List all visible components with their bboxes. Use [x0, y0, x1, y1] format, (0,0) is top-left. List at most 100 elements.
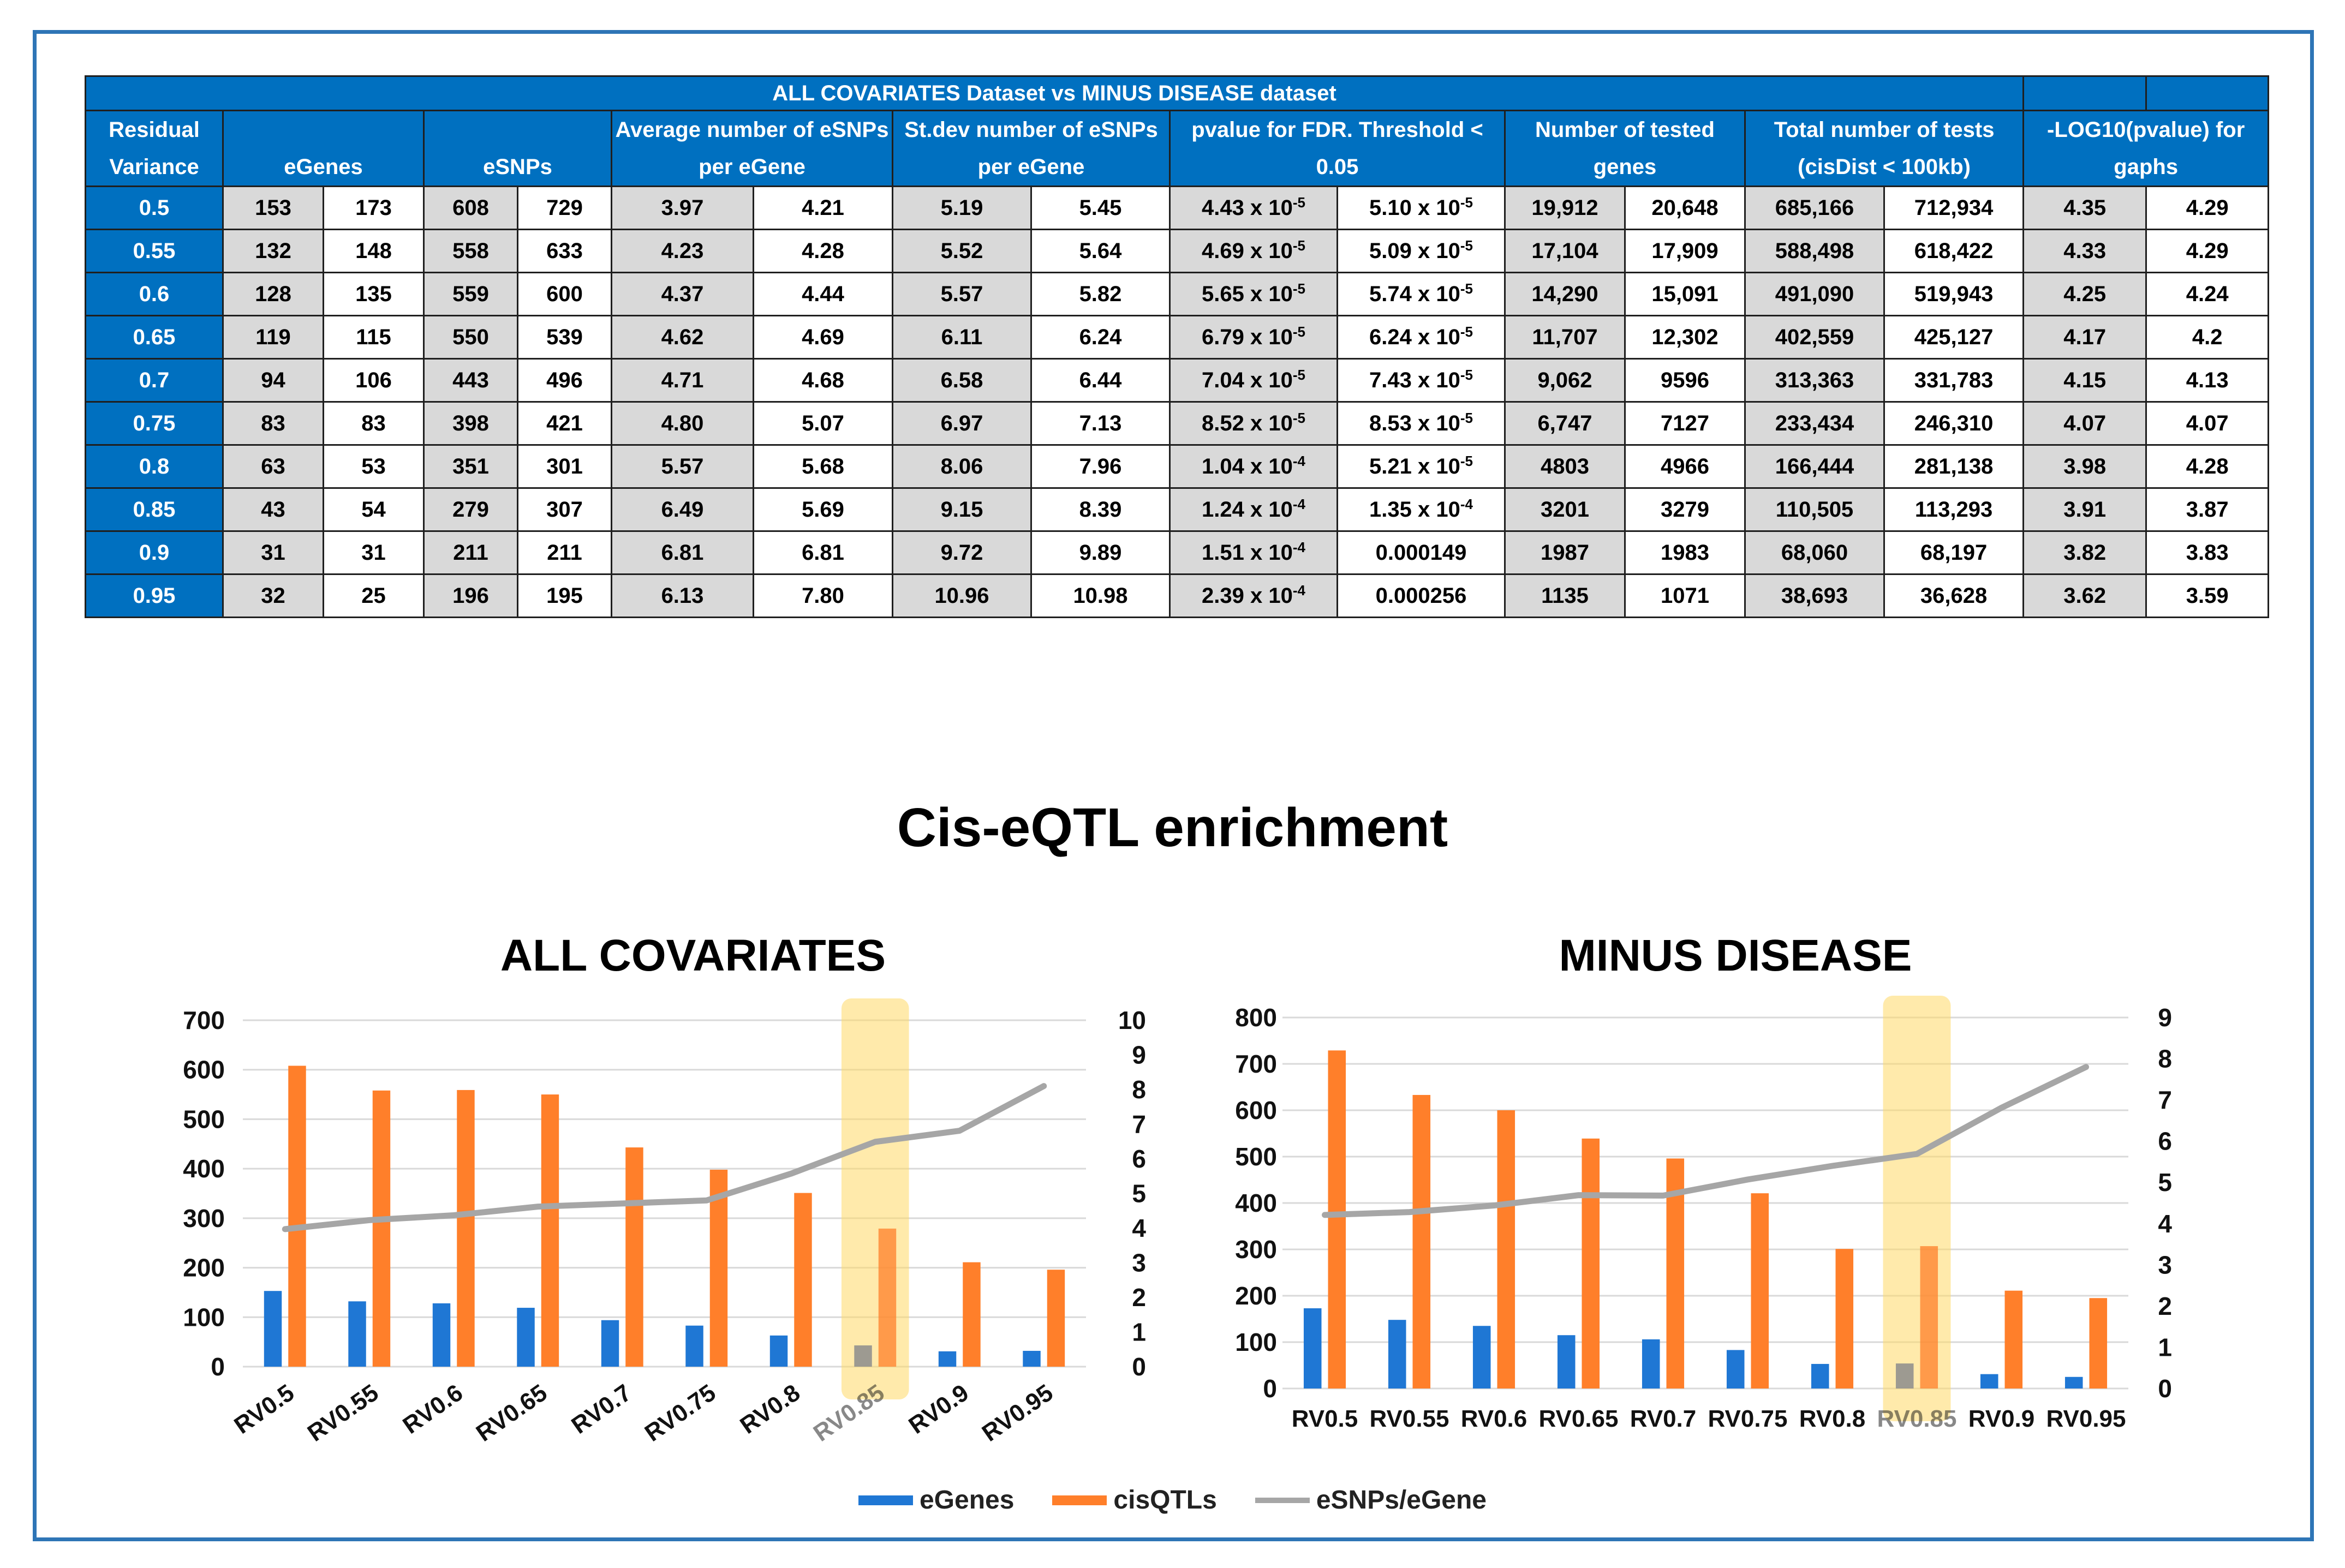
total-tests-all-cell: 110,505: [1744, 487, 1885, 532]
stdev-esnps-minus-cell: 7.96: [1030, 444, 1171, 489]
main-title: Cis-eQTL enrichment: [897, 797, 1448, 858]
total-tests-minus-cell: 113,293: [1883, 487, 2025, 532]
y2-tick-label: 4: [2158, 1210, 2172, 1238]
y2-tick-label: 8: [2158, 1045, 2172, 1073]
legend-label-esnps-per-egene: eSNPs/eGene: [1316, 1486, 1487, 1515]
y2-tick-label: 9: [2158, 1003, 2172, 1032]
y2-tick-label: 6: [1132, 1145, 1146, 1173]
bar-cisqtls: [1751, 1193, 1769, 1389]
y2-tick-label: 0: [1132, 1352, 1146, 1381]
log-pvalue-minus-cell: 4.13: [2145, 358, 2270, 403]
header-egenes: eGenes: [222, 110, 425, 187]
avg-esnps-all-cell: 4.23: [611, 229, 754, 273]
x-tick-label: RV0.9: [904, 1379, 974, 1439]
x-tick-label: RV0.5: [1292, 1405, 1358, 1432]
stdev-esnps-all-cell: 9.72: [892, 530, 1032, 575]
y2-tick-label: 9: [1132, 1041, 1146, 1069]
egenes-all-cell: 153: [222, 185, 324, 230]
pvalue-mantissa: 0.000256: [1375, 583, 1467, 608]
bar-egenes: [2064, 1377, 2083, 1389]
y-tick-label: 0: [211, 1352, 225, 1381]
pvalue-all-cell: 1.24 x 10-4: [1169, 487, 1338, 532]
bar-egenes: [432, 1303, 451, 1367]
legend-swatch-egenes: [858, 1495, 913, 1505]
esnps-all-cell: 559: [423, 272, 518, 316]
tested-genes-all-cell: 9,062: [1504, 358, 1626, 403]
esnps-all-cell: 196: [423, 573, 518, 618]
bar-egenes: [1388, 1320, 1406, 1389]
log-pvalue-minus-cell: 4.28: [2145, 444, 2270, 489]
line-esnps-per-egene: [282, 1083, 1047, 1232]
y2-tick-label: 3: [2158, 1250, 2172, 1279]
residual-variance-cell: 0.75: [85, 401, 224, 446]
y-tick-label: 200: [183, 1254, 225, 1282]
total-tests-minus-cell: 618,422: [1883, 229, 2025, 273]
total-tests-all-cell: 68,060: [1744, 530, 1885, 575]
bar-cisqtls: [1497, 1110, 1515, 1389]
point-esnps-per-egene: [872, 1139, 878, 1145]
total-tests-minus-cell: 36,628: [1883, 573, 2025, 618]
esnps-minus-cell: 195: [517, 573, 612, 618]
bar-cisqtls: [2004, 1290, 2023, 1389]
avg-esnps-all-cell: 6.81: [611, 530, 754, 575]
y-tick-label: 300: [1235, 1235, 1277, 1264]
table-row: 0.6 128 135 559 600 4.37 4.44 5.57 5.82 5.65 x 10…: [85, 272, 2270, 316]
egenes-minus-cell: 106: [323, 358, 425, 403]
residual-variance-cell: 0.85: [85, 487, 224, 532]
stdev-esnps-minus-cell: 6.24: [1030, 315, 1171, 360]
avg-esnps-minus-cell: 7.80: [753, 573, 893, 618]
bar-egenes: [1811, 1363, 1829, 1389]
point-esnps-per-egene: [451, 1212, 457, 1218]
avg-esnps-minus-cell: 4.28: [753, 229, 893, 273]
chart-title-all-covariates: ALL COVARIATES: [500, 931, 886, 980]
log-pvalue-all-cell: 4.07: [2022, 401, 2147, 446]
y-tick-label: 100: [1235, 1328, 1277, 1356]
pvalue-exponent: -5: [1292, 280, 1305, 297]
tested-genes-all-cell: 14,290: [1504, 272, 1626, 316]
residual-variance-cell: 0.7: [85, 358, 224, 403]
pvalue-exponent: -5: [1460, 409, 1473, 426]
x-tick-label: RV0.8: [1799, 1405, 1866, 1432]
avg-esnps-minus-cell: 4.44: [753, 272, 893, 316]
total-tests-minus-cell: 246,310: [1883, 401, 2025, 446]
avg-esnps-all-cell: 5.57: [611, 444, 754, 489]
bar-cisqtls: [2089, 1298, 2108, 1389]
egenes-minus-cell: 25: [323, 573, 425, 618]
stdev-esnps-minus-cell: 9.89: [1030, 530, 1171, 575]
bar-cisqtls: [1835, 1249, 1854, 1389]
total-tests-all-cell: 402,559: [1744, 315, 1885, 360]
pvalue-mantissa: 5.09 x 10: [1369, 238, 1460, 263]
residual-variance-cell: 0.5: [85, 185, 224, 230]
point-esnps-per-egene: [1406, 1209, 1412, 1215]
pvalue-mantissa: 1.51 x 10: [1202, 540, 1293, 565]
y2-tick-label: 2: [2158, 1292, 2172, 1320]
pvalue-minus-cell: 5.09 x 10-5: [1336, 229, 1506, 273]
pvalue-mantissa: 8.52 x 10: [1202, 411, 1293, 435]
y-tick-label: 800: [1235, 1003, 1277, 1032]
stdev-esnps-all-cell: 5.57: [892, 272, 1032, 316]
bar-cisqtls: [1328, 1050, 1346, 1389]
total-tests-all-cell: 491,090: [1744, 272, 1885, 316]
pvalue-exponent: -5: [1292, 323, 1305, 340]
tested-genes-minus-cell: 3279: [1624, 487, 1746, 532]
bar-cisqtls: [1412, 1094, 1431, 1389]
log-pvalue-minus-cell: 4.07: [2145, 401, 2270, 446]
avg-esnps-minus-cell: 4.69: [753, 315, 893, 360]
point-esnps-per-egene: [1745, 1176, 1751, 1182]
tested-genes-minus-cell: 4966: [1624, 444, 1746, 489]
header-pvalue-threshold: pvalue for FDR. Threshold < 0.05: [1169, 110, 1506, 187]
bar-cisqtls: [878, 1228, 897, 1367]
log-pvalue-all-cell: 3.62: [2022, 573, 2147, 618]
pvalue-mantissa: 0.000149: [1375, 540, 1467, 565]
avg-esnps-all-cell: 4.37: [611, 272, 754, 316]
results-table: ALL COVARIATES Dataset vs MINUS DISEASE …: [84, 75, 2270, 618]
avg-esnps-all-cell: 3.97: [611, 185, 754, 230]
log-pvalue-all-cell: 4.15: [2022, 358, 2147, 403]
esnps-minus-cell: 301: [517, 444, 612, 489]
tested-genes-all-cell: 1135: [1504, 573, 1626, 618]
pvalue-all-cell: 6.79 x 10-5: [1169, 315, 1338, 360]
stdev-esnps-all-cell: 8.06: [892, 444, 1032, 489]
pvalue-mantissa: 5.65 x 10: [1202, 282, 1293, 306]
log-pvalue-all-cell: 4.17: [2022, 315, 2147, 360]
egenes-minus-cell: 115: [323, 315, 425, 360]
